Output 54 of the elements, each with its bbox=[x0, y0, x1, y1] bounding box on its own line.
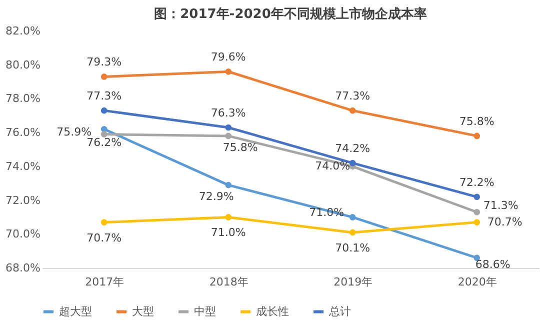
data-label: 70.7% bbox=[86, 231, 122, 244]
point bbox=[474, 208, 480, 216]
point bbox=[225, 124, 232, 131]
point bbox=[100, 131, 108, 138]
data-label: 72.2% bbox=[459, 176, 494, 189]
data-label: 76.2% bbox=[86, 136, 122, 150]
data-label: 70.7% bbox=[487, 215, 522, 228]
legend-label: 超大型 bbox=[59, 304, 92, 318]
y-tick-label: 74.0% bbox=[6, 160, 40, 173]
y-tick-label: 78.0% bbox=[6, 92, 40, 106]
legend-label: 总计 bbox=[328, 304, 351, 318]
x-tick-label: 2020年 bbox=[458, 276, 497, 288]
point bbox=[349, 107, 356, 114]
x-tick-label: 2019年 bbox=[334, 276, 373, 288]
point bbox=[225, 214, 232, 220]
point bbox=[349, 229, 356, 236]
data-label: 75.9% bbox=[56, 125, 92, 138]
data-label: 70.1% bbox=[335, 241, 370, 254]
point bbox=[100, 74, 108, 80]
y-tick-label: 68.0% bbox=[6, 262, 40, 274]
point bbox=[100, 219, 108, 226]
data-label: 68.6% bbox=[475, 258, 510, 271]
legend-label: 中型 bbox=[194, 304, 216, 318]
point bbox=[225, 68, 232, 75]
data-label: 75.8% bbox=[222, 140, 258, 154]
data-label: 76.3% bbox=[210, 106, 246, 120]
data-label: 77.3% bbox=[86, 90, 122, 103]
point bbox=[474, 194, 480, 200]
data-label: 71.0% bbox=[210, 226, 246, 240]
data-label: 77.3% bbox=[335, 90, 370, 103]
point bbox=[474, 132, 480, 140]
point bbox=[225, 132, 232, 140]
data-label: 79.6% bbox=[210, 50, 246, 64]
data-label: 79.3% bbox=[86, 56, 122, 69]
point bbox=[349, 214, 356, 220]
data-label: 72.9% bbox=[198, 190, 234, 204]
data-label: 71.3% bbox=[483, 199, 518, 212]
y-tick-label: 82.0% bbox=[6, 24, 40, 38]
y-tick-label: 76.0% bbox=[6, 126, 40, 140]
point bbox=[100, 107, 108, 114]
y-tick-label: 70.0% bbox=[6, 228, 40, 241]
y-tick-label: 80.0% bbox=[6, 58, 40, 72]
legend-label: 大型 bbox=[132, 304, 154, 318]
data-label: 74.0% bbox=[315, 159, 350, 172]
x-tick-label: 2018年 bbox=[209, 276, 248, 288]
point bbox=[225, 182, 232, 188]
x-tick-label: 2017年 bbox=[85, 276, 124, 288]
point bbox=[349, 160, 356, 166]
chart-title: 图：2017年-2020年不同规模上市物企成本率 bbox=[154, 6, 427, 22]
data-label: 74.2% bbox=[335, 142, 370, 156]
y-tick-label: 72.0% bbox=[6, 194, 40, 207]
point bbox=[474, 219, 480, 226]
legend-label: 成长性 bbox=[256, 304, 289, 318]
data-label: 75.8% bbox=[459, 114, 494, 128]
